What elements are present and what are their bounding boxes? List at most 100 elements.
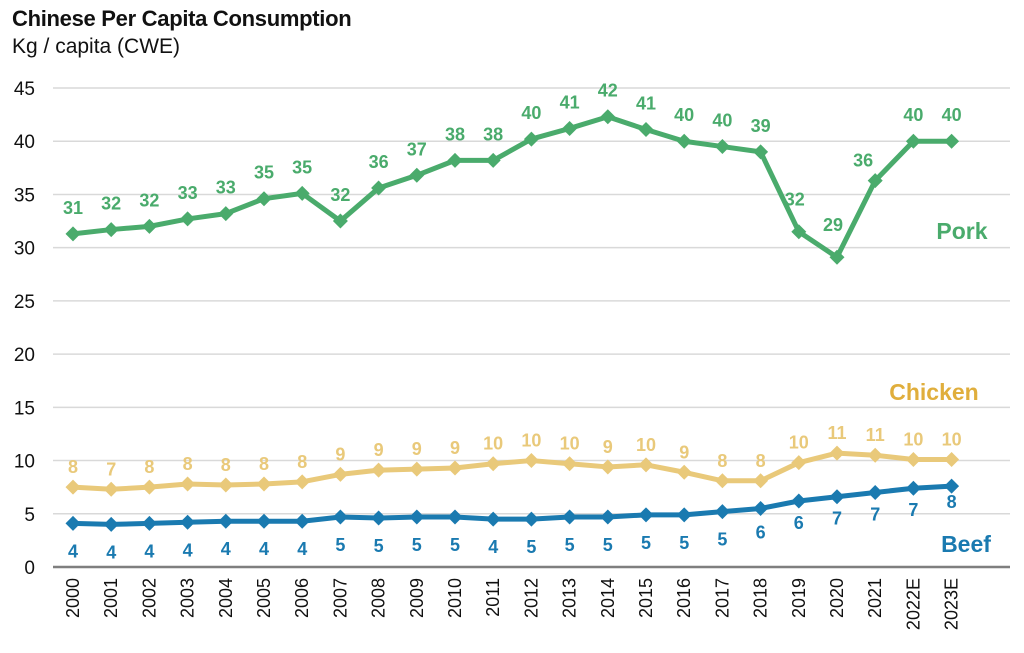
chicken-data-label: 9	[450, 438, 460, 458]
beef-data-label: 4	[221, 539, 231, 559]
chicken-data-label: 10	[903, 429, 923, 449]
pork-marker	[218, 206, 234, 222]
pork-marker	[638, 122, 654, 138]
pork-marker	[600, 109, 616, 125]
chicken-data-label: 8	[144, 457, 154, 477]
x-tick-label: 2023E	[942, 578, 962, 630]
series-names: Pork Chicken Beef	[889, 218, 991, 557]
chicken-data-label: 10	[636, 435, 656, 455]
x-tick-label: 2020	[827, 578, 847, 618]
x-tick-label: 2001	[101, 578, 121, 618]
chicken-data-label: 8	[259, 454, 269, 474]
pork-marker	[944, 133, 960, 149]
pork-data-label: 41	[560, 92, 580, 112]
data-labels: 31 32 32 33 33 35 35 32 36 37 38 38 40 41 42 41 40 40 39 32…	[63, 81, 962, 563]
y-tick-label: 10	[14, 452, 35, 473]
beef-data-label: 4	[488, 537, 498, 557]
pork-data-label: 40	[942, 105, 962, 125]
pork-data-label: 32	[139, 190, 159, 210]
pork-series-label: Pork	[936, 218, 987, 244]
chicken-data-label: 10	[789, 433, 809, 453]
pork-marker	[676, 133, 692, 149]
beef-data-label: 5	[679, 533, 689, 553]
pork-data-label: 40	[521, 103, 541, 123]
pork-data-label: 42	[598, 81, 618, 101]
pork-data-label: 38	[445, 124, 465, 144]
beef-marker	[256, 513, 272, 529]
chicken-marker	[829, 445, 845, 461]
chicken-data-label: 8	[68, 457, 78, 477]
beef-data-label: 5	[374, 536, 384, 556]
chicken-data-label: 10	[483, 434, 503, 454]
pork-marker	[371, 180, 387, 196]
y-tick-label: 25	[14, 292, 35, 313]
y-axis: 0 5 10 15 20 25 30 35 40 45	[14, 79, 35, 579]
chicken-series-label: Chicken	[889, 379, 978, 405]
pork-data-label: 35	[292, 157, 312, 177]
beef-marker	[218, 513, 234, 529]
x-tick-label: 2017	[712, 578, 732, 618]
pork-data-label: 31	[63, 198, 83, 218]
x-tick-label: 2013	[560, 578, 580, 618]
beef-marker	[753, 500, 769, 516]
pork-marker	[485, 152, 501, 168]
pork-data-label: 40	[903, 105, 923, 125]
beef-data-label: 7	[908, 500, 918, 520]
x-axis: 2000 2001 2002 2003 2004 2005 2006 2007 2008 2009…	[63, 578, 962, 630]
pork-marker	[294, 185, 310, 201]
beef-data-label: 4	[183, 540, 193, 560]
beef-marker	[905, 480, 921, 496]
y-tick-label: 40	[14, 132, 35, 153]
pork-marker	[103, 222, 119, 238]
x-tick-label: 2008	[369, 578, 389, 618]
beef-marker	[638, 507, 654, 523]
pork-marker	[65, 226, 81, 242]
beef-marker	[562, 509, 578, 525]
beef-data-label: 5	[641, 533, 651, 553]
beef-marker	[294, 513, 310, 529]
x-tick-label: 2019	[789, 578, 809, 618]
x-tick-label: 2018	[751, 578, 771, 618]
beef-data-label: 5	[603, 535, 613, 555]
pork-marker	[256, 191, 272, 207]
pork-marker	[141, 218, 157, 234]
chicken-marker	[371, 462, 387, 478]
pork-data-label: 38	[483, 124, 503, 144]
chicken-data-label: 7	[106, 459, 116, 479]
pork-marker	[409, 167, 425, 183]
beef-marker	[409, 509, 425, 525]
x-tick-label: 2004	[216, 578, 236, 618]
x-tick-label: 2006	[292, 578, 312, 618]
y-tick-label: 15	[14, 398, 35, 419]
chicken-marker	[141, 479, 157, 495]
pork-data-label: 40	[712, 111, 732, 131]
chicken-marker	[523, 453, 539, 469]
beef-data-label: 4	[68, 541, 78, 561]
pork-marker	[180, 211, 196, 227]
chicken-data-label: 9	[679, 442, 689, 462]
chicken-data-label: 8	[221, 455, 231, 475]
x-tick-label: 2009	[407, 578, 427, 618]
x-tick-label: 2015	[636, 578, 656, 618]
pork-data-label: 32	[785, 190, 805, 210]
beef-data-label: 5	[412, 535, 422, 555]
x-tick-label: 2003	[178, 578, 198, 618]
chicken-marker	[753, 473, 769, 489]
chicken-data-label: 9	[374, 440, 384, 460]
beef-data-label: 8	[947, 492, 957, 512]
pork-data-label: 41	[636, 94, 656, 114]
x-tick-label: 2007	[330, 578, 350, 618]
beef-data-label: 5	[717, 530, 727, 550]
beef-marker	[447, 509, 463, 525]
chicken-data-label: 11	[866, 425, 885, 445]
chicken-marker	[409, 461, 425, 477]
pork-marker	[332, 213, 348, 229]
x-tick-label: 2016	[674, 578, 694, 618]
x-tick-label: 2012	[521, 578, 541, 618]
chicken-marker	[180, 476, 196, 492]
chicken-marker	[676, 464, 692, 480]
pork-marker	[791, 224, 807, 240]
x-tick-label: 2010	[445, 578, 465, 618]
pork-marker	[523, 131, 539, 147]
pork-marker	[753, 144, 769, 160]
